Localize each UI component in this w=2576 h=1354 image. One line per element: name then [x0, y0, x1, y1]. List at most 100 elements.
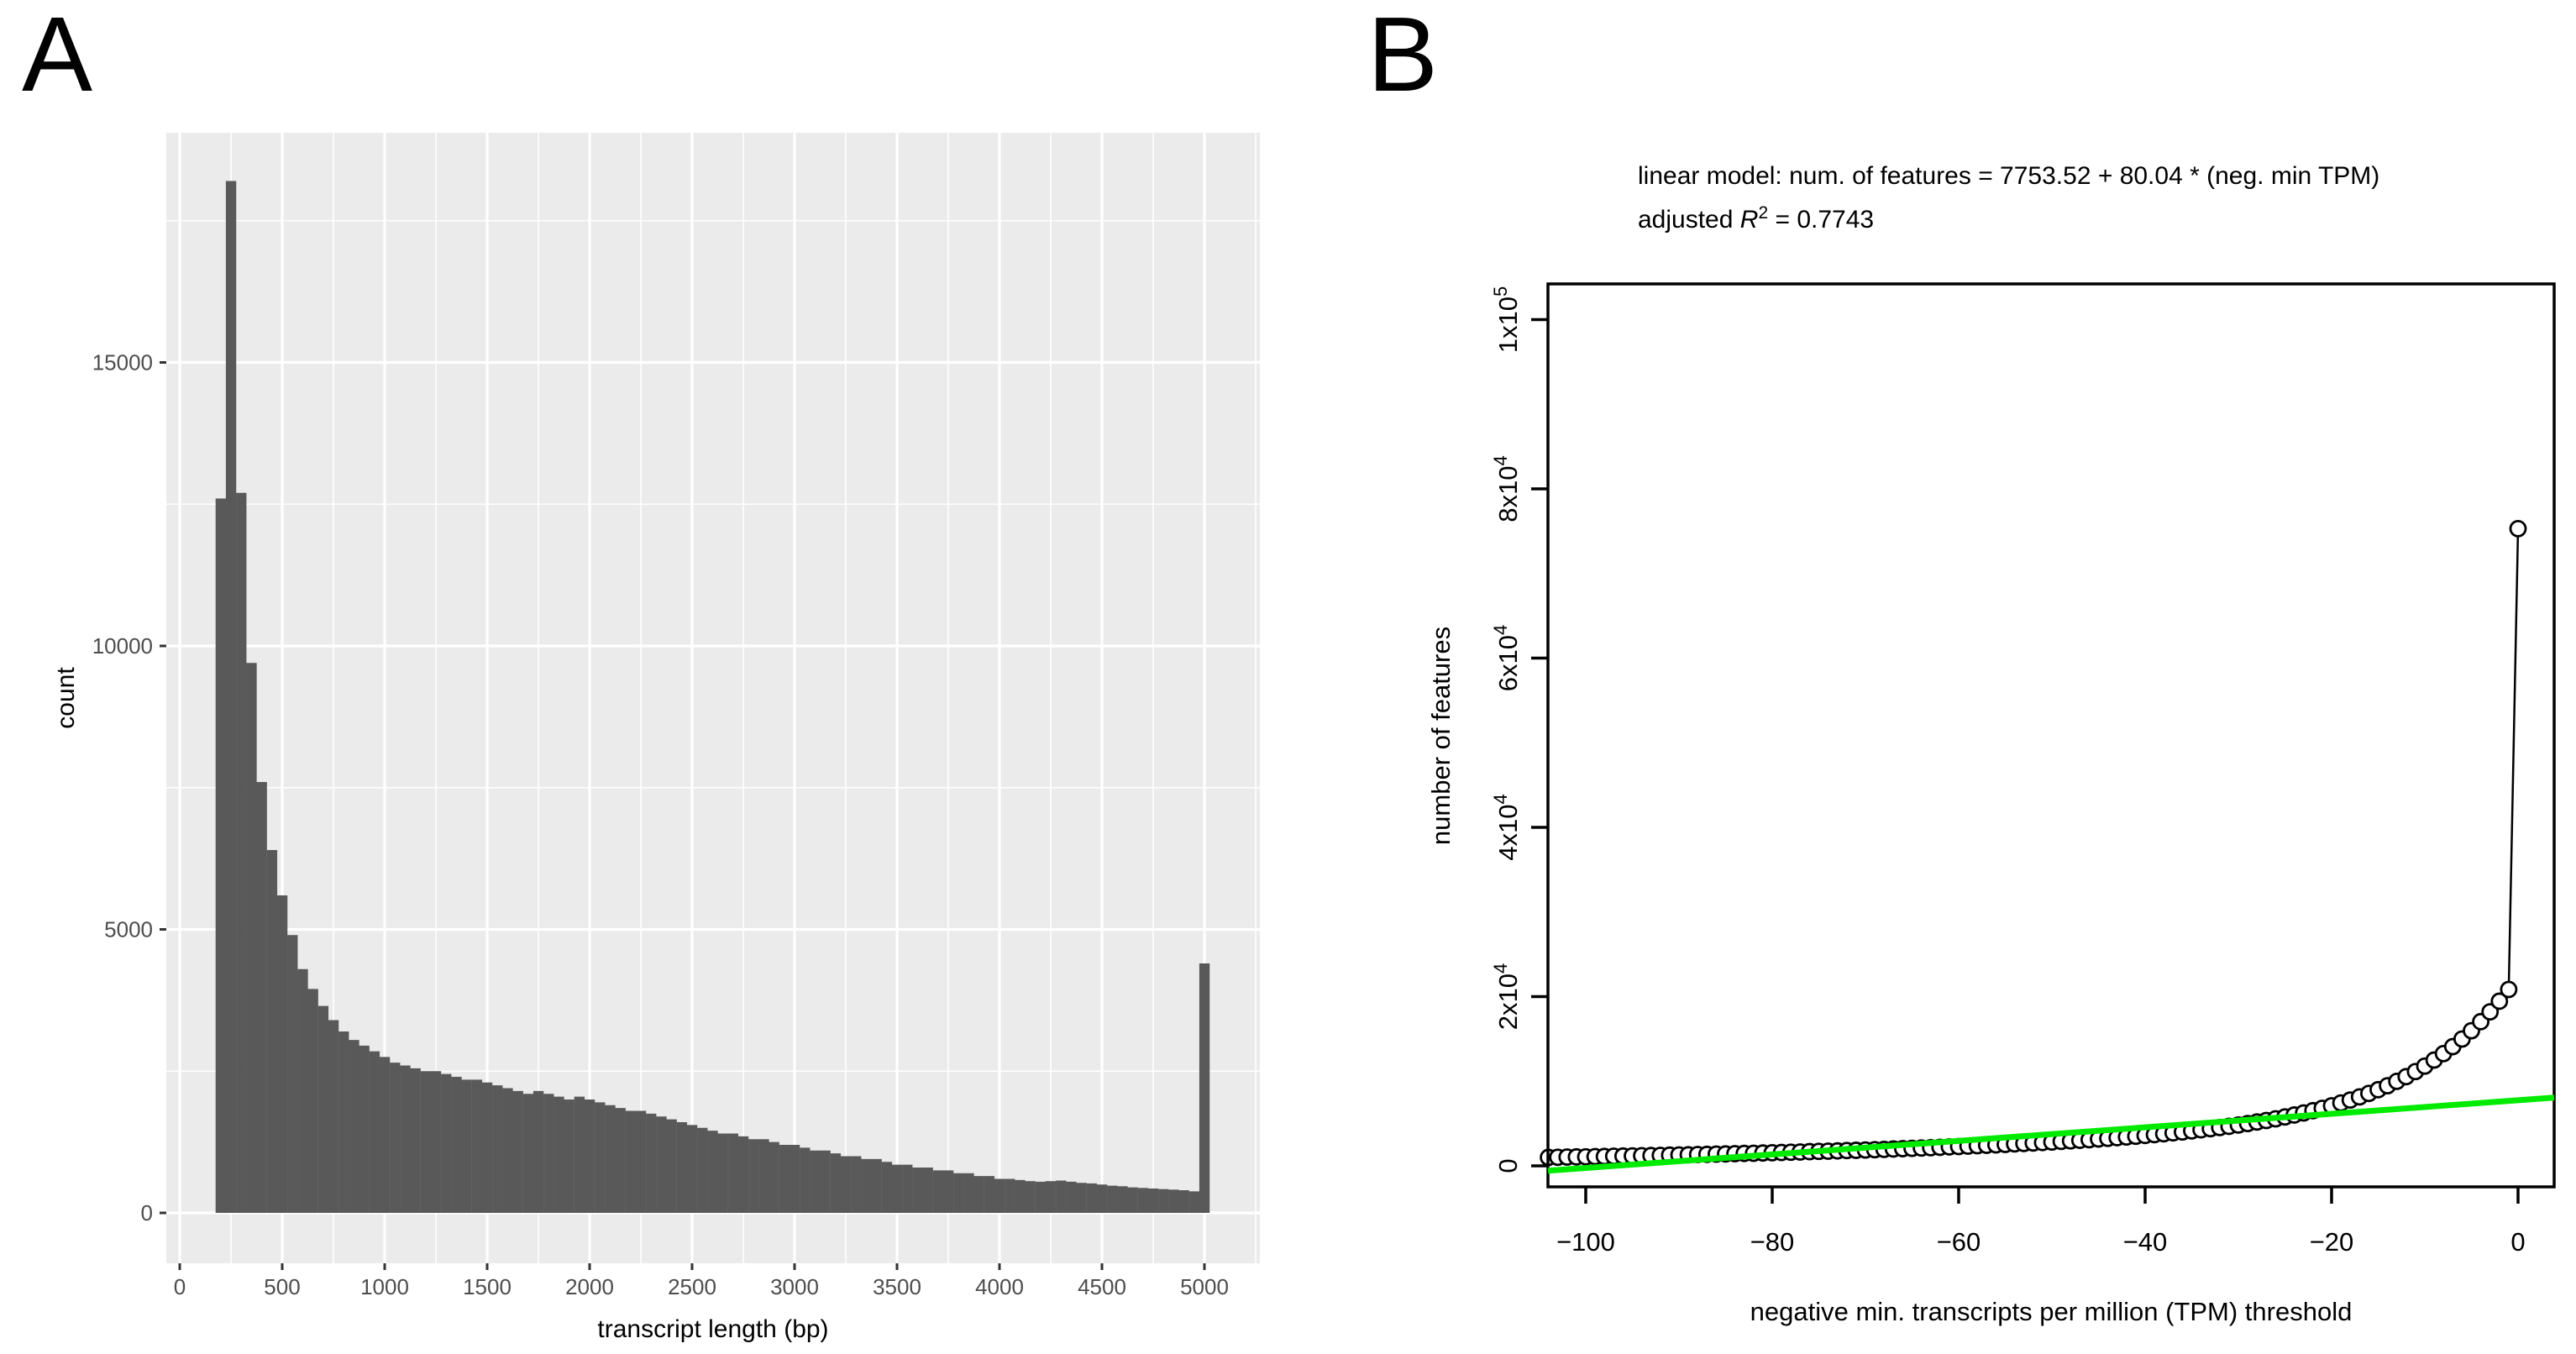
histogram-bar — [390, 1063, 401, 1213]
histogram-bar — [1076, 1183, 1087, 1213]
histogram-bar — [615, 1108, 626, 1213]
histogram-bar — [840, 1156, 852, 1213]
y-tick-label: 10000 — [92, 633, 153, 659]
histogram-bar — [328, 1020, 339, 1213]
histogram-bar — [810, 1150, 821, 1213]
model-annotation: linear model: num. of features = 7753.52… — [1638, 158, 2379, 239]
data-point-circle — [2490, 992, 2509, 1010]
histogram-bar — [266, 850, 278, 1213]
histogram-bar — [902, 1164, 913, 1213]
histogram-bar — [522, 1094, 534, 1213]
histogram-bar — [769, 1141, 779, 1213]
y-tick-label: 0 — [141, 1200, 153, 1225]
x-tick-label: −80 — [1750, 1227, 1795, 1257]
model-r-squared-prefix: adjusted — [1638, 206, 1740, 234]
histogram-bar — [369, 1051, 380, 1213]
histogram-bar — [686, 1125, 698, 1213]
panel-b-label: B — [1367, 0, 1439, 113]
histogram-bar — [1158, 1189, 1169, 1213]
histogram-bar — [1025, 1181, 1036, 1213]
histogram-bar — [727, 1133, 739, 1213]
histogram-bar — [779, 1145, 790, 1213]
panel-a-plot: 0 5000 10000 15000 0 500 1000 1500 2000 2500 3000 3… — [92, 133, 1260, 1299]
histogram-bar — [748, 1139, 759, 1213]
fit-line — [1547, 1094, 2555, 1174]
x-tick-label: 5000 — [1180, 1274, 1229, 1299]
histogram-bar — [861, 1158, 872, 1213]
scatter-points — [1540, 519, 2527, 1167]
x-tick-label: 500 — [264, 1274, 300, 1299]
x-tick-label: −20 — [2310, 1227, 2354, 1257]
y-tick-label: 1x105 — [1490, 286, 1523, 353]
histogram-bar — [256, 782, 267, 1213]
y-tick-label: 8x104 — [1490, 455, 1523, 522]
y-tick-label: 5000 — [104, 917, 153, 942]
histogram-bar — [984, 1176, 995, 1213]
histogram-bar — [871, 1158, 882, 1213]
histogram-bar — [789, 1145, 800, 1213]
axis-ticks: 0 2x104 4x104 6x104 8x104 1x105 −100 −80 −60 −40 −… — [1490, 286, 2526, 1257]
histogram-bar — [553, 1096, 564, 1213]
model-r-squared: adjusted R2 = 0.7743 — [1638, 195, 2379, 239]
histogram-bar — [666, 1119, 677, 1213]
histogram-bar — [1035, 1181, 1047, 1213]
histogram-bar — [1066, 1181, 1077, 1213]
x-tick-label: 4000 — [975, 1274, 1024, 1299]
histogram-bar — [676, 1122, 688, 1213]
panel-b-y-axis-title: number of features — [1426, 627, 1456, 845]
histogram-bar — [717, 1133, 728, 1213]
histogram-bar — [451, 1077, 462, 1213]
x-tick-label: −60 — [1937, 1227, 1981, 1257]
histogram-bar — [543, 1094, 554, 1213]
data-point-circle — [2500, 980, 2518, 999]
histogram-bar — [410, 1068, 421, 1213]
histogram-bar — [430, 1071, 442, 1213]
model-equation: linear model: num. of features = 7753.52… — [1638, 162, 2380, 190]
y-tick-label: 0 — [1493, 1158, 1523, 1173]
histogram-bar — [400, 1065, 411, 1213]
histogram-bar — [379, 1057, 391, 1213]
histogram-bar — [1127, 1187, 1138, 1213]
histogram-bar — [225, 181, 237, 1213]
x-tick-label: 1000 — [360, 1274, 409, 1299]
axis-ticks: 0 5000 10000 15000 0 500 1000 1500 2000 2500 3000 3… — [92, 350, 1229, 1300]
x-tick-label: 3500 — [873, 1274, 921, 1299]
histogram-bar — [276, 895, 288, 1213]
y-tick-label: 15000 — [92, 350, 153, 375]
histogram-bar — [932, 1170, 944, 1213]
histogram-bar — [1199, 963, 1210, 1213]
histogram-bar — [646, 1113, 657, 1213]
histogram-bar — [625, 1110, 637, 1213]
histogram-bar — [574, 1096, 585, 1213]
histogram-bar — [830, 1153, 842, 1213]
histogram-bar — [1188, 1191, 1200, 1213]
histogram-bar — [287, 935, 298, 1213]
histogram-bar — [1096, 1184, 1108, 1213]
histogram-bar — [1168, 1189, 1179, 1213]
histogram-bar — [737, 1136, 749, 1213]
histogram-bar — [963, 1173, 974, 1213]
histogram-bars — [215, 181, 1210, 1213]
histogram-bar — [481, 1082, 493, 1213]
histogram-bar — [1005, 1178, 1015, 1213]
histogram-bar — [1147, 1188, 1159, 1213]
histogram-bar — [533, 1090, 544, 1213]
histogram-bar — [317, 1005, 329, 1213]
histogram-bar — [605, 1105, 616, 1213]
histogram-bar — [492, 1085, 503, 1213]
data-point-circle — [2481, 1003, 2500, 1021]
x-tick-label: 0 — [2510, 1227, 2525, 1257]
histogram-bar — [1056, 1180, 1067, 1213]
panel-b-x-axis-title: negative min. transcripts per million (T… — [1750, 1297, 2353, 1326]
histogram-bar — [1015, 1179, 1026, 1213]
histogram-bar — [912, 1168, 923, 1213]
x-tick-label: 0 — [174, 1274, 186, 1299]
y-tick-label: 2x104 — [1490, 963, 1523, 1030]
x-tick-label: 4500 — [1078, 1274, 1126, 1299]
histogram-bar — [973, 1176, 984, 1213]
histogram-bar — [236, 492, 247, 1213]
model-r-symbol: R — [1739, 206, 1759, 234]
histogram-bar — [922, 1168, 933, 1213]
